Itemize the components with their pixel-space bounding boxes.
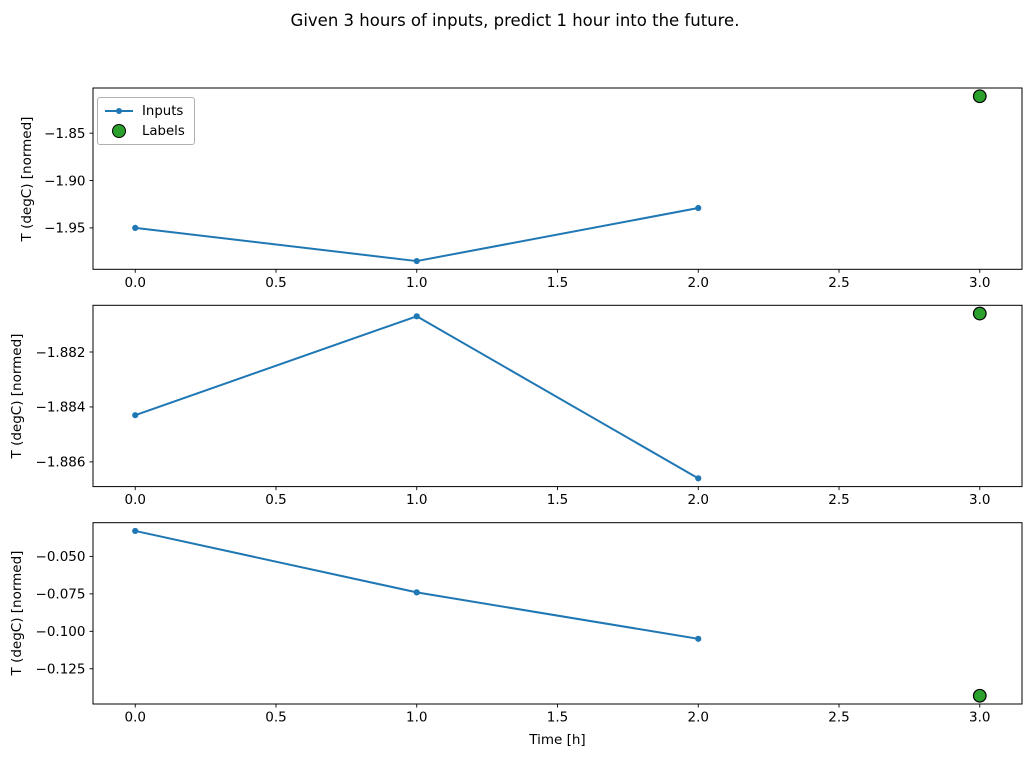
x-tick-label: 2.0 <box>688 710 709 726</box>
input-point <box>132 527 139 535</box>
legend: Inputs Labels <box>97 97 195 145</box>
legend-label-labels: Labels <box>142 123 185 139</box>
input-point <box>413 257 420 265</box>
y-tick-label: −1.884 <box>36 400 86 416</box>
y-tick-label: −1.90 <box>44 173 85 189</box>
axes-frame <box>92 304 1023 488</box>
x-axis-label: Time [h] <box>529 732 586 748</box>
label-point <box>972 688 987 703</box>
x-tick-label: 2.0 <box>688 492 709 508</box>
x-tick-label: 1.0 <box>406 492 427 508</box>
x-tick-label: 1.5 <box>547 710 568 726</box>
x-tick-label: 2.0 <box>688 275 709 291</box>
x-tick-label: 0.5 <box>265 492 286 508</box>
x-tick-label: 0.0 <box>124 710 145 726</box>
x-tick-label: 0.0 <box>124 275 145 291</box>
x-tick-label: 2.5 <box>828 492 849 508</box>
axes-frame <box>92 87 1023 270</box>
axes-frame <box>92 522 1023 705</box>
legend-label-inputs: Inputs <box>142 103 184 119</box>
x-tick-label: 3.0 <box>969 275 990 291</box>
input-point <box>132 412 139 419</box>
inputs-line-icon <box>105 108 133 114</box>
input-point <box>695 204 702 212</box>
y-tick-label: −1.886 <box>36 455 86 471</box>
input-point <box>413 589 420 596</box>
y-axis-label-subplot-2: T (degC) [normed] <box>9 333 25 459</box>
x-tick-label: 0.5 <box>265 275 286 291</box>
y-tick-label: −1.85 <box>44 126 85 142</box>
x-tick-label: 3.0 <box>969 492 990 508</box>
inputs-line <box>135 529 699 640</box>
y-tick-label: −1.95 <box>44 221 85 237</box>
y-axis-label-subplot-1: T (degC) [normed] <box>19 116 35 242</box>
y-tick-label: −0.075 <box>36 587 86 603</box>
label-point <box>972 89 987 104</box>
x-tick-label: 1.5 <box>547 492 568 508</box>
input-point <box>695 635 702 642</box>
subplot-3: 0.0 0.5 1.0 1.5 2.0 2.5 3.0 −0.050 −0.075 −0.100 −… <box>36 522 1023 726</box>
x-tick-label: 1.0 <box>406 710 427 726</box>
label-point <box>972 306 987 321</box>
y-tick-label: −1.882 <box>36 345 86 361</box>
input-point <box>413 313 420 320</box>
x-tick-label: 0.5 <box>265 710 286 726</box>
inputs-line <box>134 315 699 480</box>
legend-item-labels: Labels <box>105 121 185 141</box>
x-tick-label: 0.0 <box>124 492 145 508</box>
y-tick-label: −0.050 <box>36 549 86 565</box>
y-tick-label: −0.100 <box>36 624 86 640</box>
x-tick-label: 1.0 <box>406 275 427 291</box>
figure-title: Given 3 hours of inputs, predict 1 hour … <box>290 11 740 30</box>
subplot-1: 0.0 0.5 1.0 1.5 2.0 2.5 3.0 −1.85 −1.90 −1.95 <box>44 87 1023 291</box>
x-tick-label: 3.0 <box>969 710 990 726</box>
x-tick-label: 1.5 <box>547 275 568 291</box>
x-tick-label: 2.5 <box>828 710 849 726</box>
input-point <box>695 475 702 482</box>
x-tick-label: 2.5 <box>828 275 849 291</box>
labels-circle-icon <box>105 124 133 138</box>
input-point <box>132 224 139 232</box>
inputs-line <box>135 207 699 263</box>
y-tick-label: −0.125 <box>36 662 86 678</box>
y-axis-label-subplot-3: T (degC) [normed] <box>9 550 25 676</box>
subplot-2: 0.0 0.5 1.0 1.5 2.0 2.5 3.0 −1.882 −1.884 −1.886 <box>36 304 1023 508</box>
legend-item-inputs: Inputs <box>105 101 185 121</box>
